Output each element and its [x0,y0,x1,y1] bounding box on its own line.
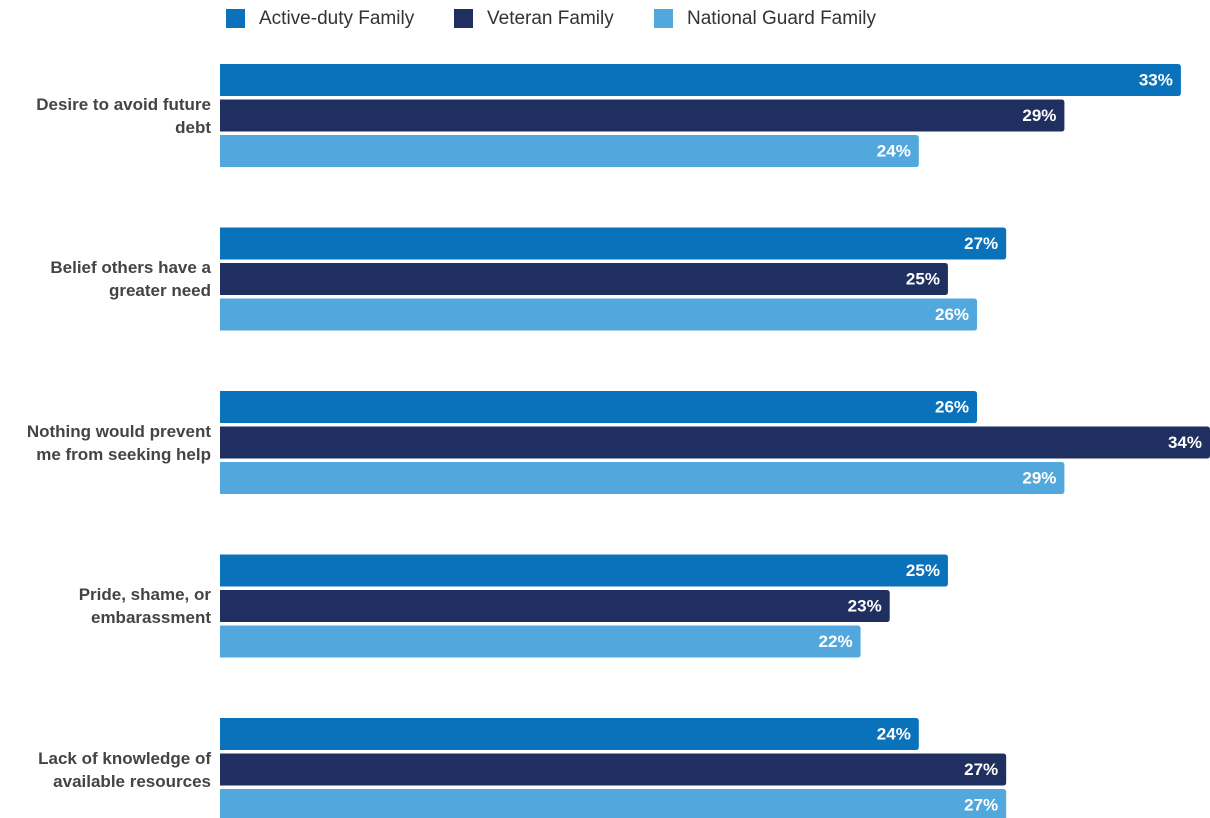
bar [220,753,1007,786]
category-label: Nothing would prevent me from seeking he… [26,421,211,464]
value-label: 33% [1139,70,1173,89]
bar [220,426,1210,459]
bar [220,718,919,750]
legend-swatch [654,9,673,28]
bar [220,99,1065,132]
category-label: Lack of knowledge of available resources [38,748,211,791]
value-label: 23% [848,596,882,615]
bar [220,298,978,331]
bar [220,625,861,658]
bar [220,554,948,587]
value-label: 27% [964,234,998,253]
legend-label: Active-duty Family [259,8,415,29]
value-label: 22% [819,632,853,651]
bar [220,391,978,423]
value-label: 29% [1022,106,1056,125]
value-label: 24% [877,141,911,160]
legend-label: Veteran Family [487,8,614,29]
value-label: 27% [964,795,998,814]
value-label: 26% [935,305,969,324]
legend-swatch [454,9,473,28]
value-label: 34% [1168,433,1202,452]
bar [220,64,1181,96]
value-label: 24% [877,724,911,743]
bar [220,263,948,295]
category-label: Belief others have a greater need [50,258,211,300]
bar [220,227,1007,260]
legend-swatch [226,9,245,28]
value-label: 25% [906,561,940,580]
value-label: 25% [906,269,940,288]
bar [220,789,1007,818]
value-label: 29% [1022,468,1056,487]
category-label: Pride, shame, or embarassment [78,585,211,627]
value-label: 26% [935,397,969,416]
bar [220,135,919,167]
category-label: Desire to avoid future debt [36,94,211,137]
bar [220,462,1065,494]
legend-label: National Guard Family [687,8,877,29]
bar [220,590,890,622]
value-label: 27% [964,760,998,779]
